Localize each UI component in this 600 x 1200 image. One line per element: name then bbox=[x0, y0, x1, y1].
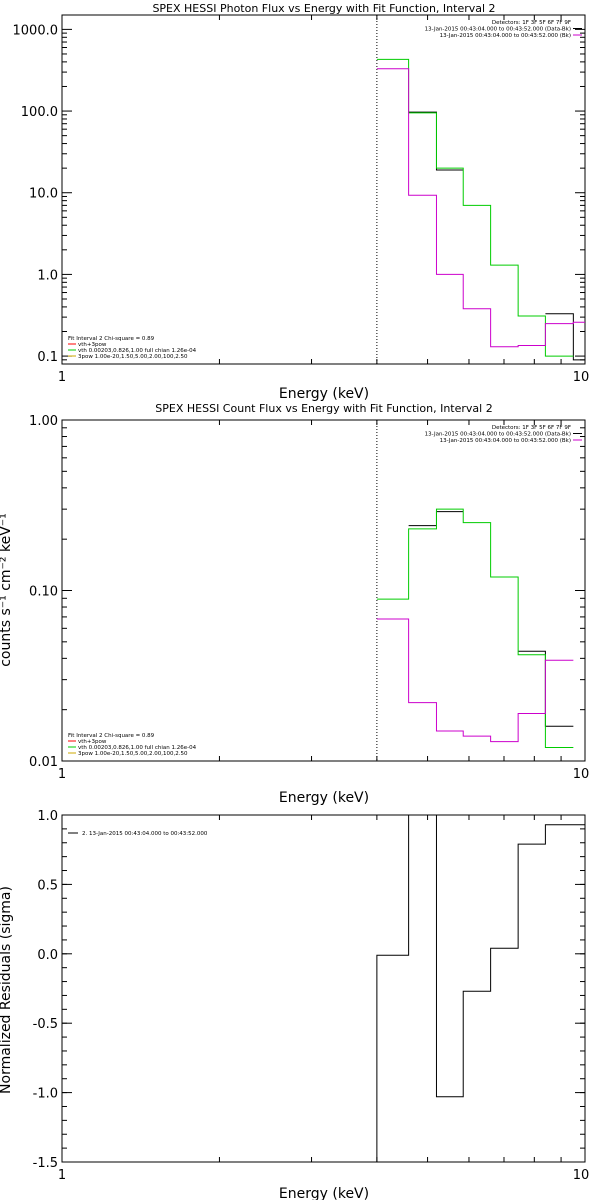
residuals-y-axis-label: Normalized Residuals (sigma) bbox=[0, 886, 14, 1094]
legend-entry: vth+3pow bbox=[78, 739, 107, 745]
x-tick-label: 1 bbox=[58, 370, 66, 385]
header-line: 13-Jan-2015 00:43:04.000 to 00:43:52.000… bbox=[440, 33, 571, 39]
plot-frame bbox=[61, 419, 586, 762]
count-flux-panel: SPEX HESSI Count Flux vs Energy with Fit… bbox=[0, 402, 589, 806]
x-tick-label: 1 bbox=[58, 1168, 66, 1183]
series-1-step-line bbox=[376, 508, 574, 748]
y-tick-label: 0.0 bbox=[37, 948, 58, 963]
x-tick-label: 10 bbox=[573, 767, 590, 782]
legend-entry: vth+3pow bbox=[78, 342, 107, 348]
legend-entry: 3pow 1.00e-20,1.50,5.00,2.00,100,2.50 bbox=[78, 751, 188, 757]
plot-frame bbox=[61, 14, 586, 365]
series-2-step-line bbox=[376, 618, 574, 743]
header-line: 13-Jan-2015 00:43:04.000 to 00:43:52.000… bbox=[425, 432, 571, 438]
legend-entry: Fit Interval 2 Chi-square = 0.89 bbox=[68, 733, 155, 739]
y-tick-label: 1.0 bbox=[37, 809, 58, 824]
legend-entry: vth 0.00203,0.826,1.00 full chian 1.26e-… bbox=[78, 348, 197, 354]
count-flux-title: SPEX HESSI Count Flux vs Energy with Fit… bbox=[155, 402, 492, 415]
residuals-x-axis-label: Energy (keV) bbox=[279, 1186, 369, 1200]
x-tick-label: 10 bbox=[573, 1168, 590, 1183]
y-tick-label: 1.0 bbox=[37, 268, 58, 283]
y-tick-label: -1.5 bbox=[33, 1156, 58, 1171]
y-tick-label: 10.0 bbox=[29, 187, 58, 202]
photon-flux-x-axis-label: Energy (keV) bbox=[279, 386, 369, 402]
y-tick-label: -0.5 bbox=[33, 1017, 58, 1032]
y-tick-label: 0.01 bbox=[29, 755, 58, 770]
header-line: 13-Jan-2015 00:43:04.000 to 00:43:52.000… bbox=[440, 438, 571, 444]
y-tick-label: 0.5 bbox=[37, 878, 58, 893]
photon-flux-panel: SPEX HESSI Photon Flux vs Energy with Fi… bbox=[13, 2, 590, 402]
header-line: Detectors: 1F 3F 5F 6F 7F 9F bbox=[492, 20, 571, 26]
series-0-step-line bbox=[376, 814, 585, 1162]
legend-entry: 2. 13-Jan-2015 00:43:04.000 to 00:43:52.… bbox=[82, 831, 208, 837]
y-tick-label: -1.0 bbox=[33, 1087, 58, 1102]
y-tick-label: 100.0 bbox=[21, 105, 58, 120]
plot-frame bbox=[61, 814, 586, 1163]
y-tick-label: 1.00 bbox=[29, 414, 58, 429]
y-tick-label: 0.1 bbox=[37, 350, 58, 365]
x-tick-label: 1 bbox=[58, 767, 66, 782]
series-0-step-line bbox=[408, 111, 585, 361]
count-flux-x-axis-label: Energy (keV) bbox=[279, 790, 369, 806]
series-2-step-line bbox=[376, 68, 585, 348]
residuals-panel: Energy (keV) Normalized Residuals (sigma… bbox=[0, 809, 589, 1200]
header-line: 13-Jan-2015 00:43:04.000 to 00:43:52.000… bbox=[425, 27, 571, 33]
legend-entry: Fit Interval 2 Chi-square = 0.89 bbox=[68, 336, 155, 342]
x-tick-label: 10 bbox=[573, 370, 590, 385]
count-flux-y-axis-label: counts s⁻¹ cm⁻² keV⁻¹ bbox=[0, 513, 14, 667]
legend-entry: vth 0.00203,0.826,1.00 full chian 1.26e-… bbox=[78, 745, 197, 751]
legend-entry: 3pow 1.00e-20,1.50,5.00,2.00,100,2.50 bbox=[78, 354, 188, 360]
series-1-step-line bbox=[376, 58, 574, 357]
y-tick-label: 0.10 bbox=[29, 585, 58, 600]
header-line: Detectors: 1F 3F 5F 6F 7F 9F bbox=[492, 425, 571, 431]
photon-flux-title: SPEX HESSI Photon Flux vs Energy with Fi… bbox=[152, 2, 495, 15]
y-tick-label: 1000.0 bbox=[13, 23, 59, 38]
